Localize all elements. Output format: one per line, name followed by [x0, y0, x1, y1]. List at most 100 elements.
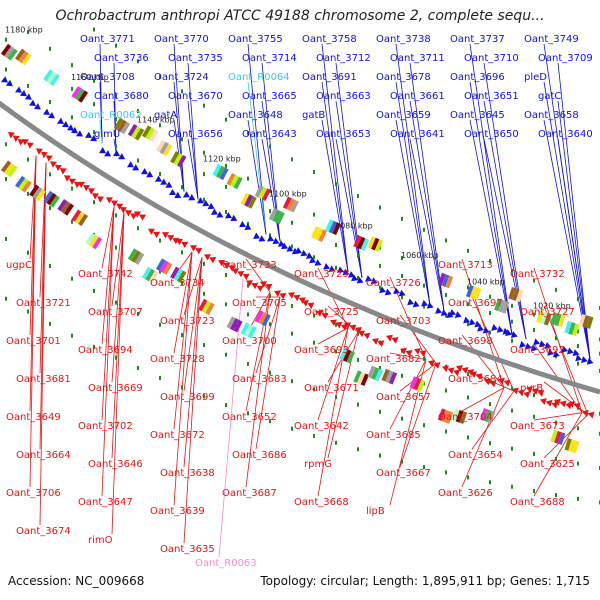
gene-label[interactable]: Oant_3737 — [450, 34, 505, 45]
gene-label[interactable]: Oant_3703 — [376, 316, 431, 327]
gene-label[interactable]: Oant_3638 — [160, 468, 215, 479]
gene-label[interactable]: Oant_3707 — [88, 307, 143, 318]
gene-label[interactable]: Oant_3639 — [150, 506, 205, 517]
gene-label[interactable]: Oant_3626 — [438, 488, 493, 499]
gene-label[interactable]: Oant_3668 — [294, 497, 349, 508]
gene-label[interactable]: rpmG — [304, 459, 332, 470]
gene-label[interactable]: Oant_3647 — [78, 497, 133, 508]
gene-label[interactable]: pyrB — [520, 383, 543, 394]
gene-label[interactable]: Oant_3736 — [94, 53, 149, 64]
gene-label[interactable]: Oant_3653 — [316, 129, 371, 140]
gene-label[interactable]: Oant_3672 — [150, 430, 205, 441]
gene-label[interactable]: lipB — [366, 506, 385, 517]
gene-label[interactable]: Oant_3699 — [160, 392, 215, 403]
gene-label[interactable]: Oant_3665 — [242, 91, 297, 102]
gene-label[interactable]: Oant_3661 — [390, 91, 445, 102]
gene-label[interactable]: Oant_3670 — [168, 91, 223, 102]
gene-label[interactable]: Oant_R0064 — [228, 72, 290, 83]
gene-label[interactable]: Oant_3712 — [316, 53, 371, 64]
gene-label[interactable]: Oant_3758 — [302, 34, 357, 45]
gene-label[interactable]: Oant_3721 — [16, 298, 71, 309]
gene-label[interactable]: Oant_3663 — [316, 91, 371, 102]
gene-label[interactable]: Oant_3686 — [232, 450, 287, 461]
gene-label[interactable]: Oant_3724 — [154, 72, 209, 83]
gene-label[interactable]: Oant_3648 — [228, 110, 283, 121]
gene-label[interactable]: gatA — [154, 110, 177, 121]
gene-label[interactable]: Oant_3698 — [438, 336, 493, 347]
gene-label[interactable]: Oant_3714 — [242, 53, 297, 64]
gene-label[interactable]: Oant_R0063 — [195, 558, 257, 569]
gene-label[interactable]: Oant_3682 — [366, 354, 421, 365]
gene-label[interactable]: Oant_3726 — [366, 278, 421, 289]
gene-label[interactable]: Oant_3697 — [448, 298, 503, 309]
gene-label[interactable]: Oant_3708 — [80, 72, 135, 83]
gene-label[interactable]: gatB — [302, 110, 325, 121]
gene-label[interactable]: Oant_3646 — [88, 459, 143, 470]
gene-label[interactable]: Oant_3702 — [78, 421, 133, 432]
gene-label[interactable]: Oant_3685 — [366, 430, 421, 441]
gene-label[interactable]: Oant_3658 — [524, 110, 579, 121]
gene-label[interactable]: Oant_3692 — [510, 345, 565, 356]
gene-label[interactable]: Oant_3625 — [520, 459, 575, 470]
gene-label[interactable]: Oant_3704 — [438, 412, 493, 423]
gene-label[interactable]: Oant_3733 — [222, 260, 277, 271]
gene-label[interactable]: glmU — [94, 129, 120, 140]
gene-label[interactable]: Oant_3723 — [160, 316, 215, 327]
gene-label[interactable]: Oant_3643 — [242, 129, 297, 140]
gene-label[interactable]: Oant_3705 — [232, 298, 287, 309]
gene-label[interactable]: Oant_3755 — [228, 34, 283, 45]
gene-label[interactable]: Oant_3671 — [304, 383, 359, 394]
gene-label[interactable]: Oant_3771 — [80, 34, 135, 45]
gene-label[interactable]: Oant_3713 — [438, 260, 493, 271]
gene-label[interactable]: Oant_3635 — [160, 544, 215, 555]
gene-label[interactable]: Oant_3710 — [464, 53, 519, 64]
gene-label[interactable]: Oant_3657 — [376, 392, 431, 403]
gene-label[interactable]: Oant_3642 — [294, 421, 349, 432]
gene-label[interactable]: Oant_3664 — [16, 450, 71, 461]
gene-label[interactable]: Oant_3691 — [302, 72, 357, 83]
gene-label[interactable]: Oant_3667 — [376, 468, 431, 479]
gene-label[interactable]: Oant_3683 — [232, 374, 287, 385]
gene-label[interactable]: Oant_3729 — [294, 269, 349, 280]
gene-label[interactable]: Oant_3727 — [520, 307, 575, 318]
gene-label[interactable]: Oant_3654 — [448, 450, 503, 461]
gene-label[interactable]: Oant_3640 — [538, 129, 593, 140]
gene-label[interactable]: Oant_3735 — [168, 53, 223, 64]
gene-label[interactable]: Oant_3701 — [6, 336, 61, 347]
gene-label[interactable]: Oant_3687 — [222, 488, 277, 499]
gene-label[interactable]: rimO — [88, 535, 113, 546]
gene-label[interactable]: Oant_3652 — [222, 412, 277, 423]
gene-label[interactable]: Oant_3656 — [168, 129, 223, 140]
gene-label[interactable]: Oant_3645 — [450, 110, 505, 121]
gene-label[interactable]: Oant_3742 — [78, 269, 133, 280]
gene-label[interactable]: gatC — [538, 91, 561, 102]
gene-label[interactable]: Oant_3680 — [94, 91, 149, 102]
gene-label[interactable]: Oant_3749 — [524, 34, 579, 45]
gene-label[interactable]: Oant_3678 — [376, 72, 431, 83]
gene-labels[interactable]: Oant_3771 Oant_3770 Oant_3755 Oant_3758 Oant… — [6, 34, 593, 569]
gene-label[interactable]: Oant_3711 — [390, 53, 445, 64]
gene-label[interactable]: Oant_3738 — [376, 34, 431, 45]
gene-label[interactable]: Oant_3728 — [150, 354, 205, 365]
gene-label[interactable]: Oant_3669 — [88, 383, 143, 394]
gene-label[interactable]: Oant_3694 — [78, 345, 133, 356]
gene-label[interactable]: Oant_3681 — [16, 374, 71, 385]
gene-label[interactable]: Oant_3649 — [6, 412, 61, 423]
gene-label[interactable]: Oant_R0062 — [80, 110, 142, 121]
gene-label[interactable]: Oant_3734 — [150, 278, 205, 289]
gene-label[interactable]: Oant_3732 — [510, 269, 565, 280]
gene-label[interactable]: Oant_3651 — [464, 91, 519, 102]
gene-label[interactable]: ugpC — [6, 260, 32, 271]
gene-label[interactable]: Oant_3700 — [222, 336, 277, 347]
gene-label[interactable]: Oant_3725 — [304, 307, 359, 318]
gene-label[interactable]: Oant_3696 — [450, 72, 505, 83]
gene-label[interactable]: Oant_3641 — [390, 129, 445, 140]
gene-label[interactable]: Oant_3693 — [294, 345, 349, 356]
gene-label[interactable]: Oant_3709 — [538, 53, 593, 64]
gene-label[interactable]: Oant_3688 — [510, 497, 565, 508]
gene-label[interactable]: Oant_3770 — [154, 34, 209, 45]
gene-label[interactable]: Oant_3706 — [6, 488, 61, 499]
gene-label[interactable]: Oant_3674 — [16, 526, 71, 537]
gene-label[interactable]: Oant_3684 — [448, 374, 503, 385]
